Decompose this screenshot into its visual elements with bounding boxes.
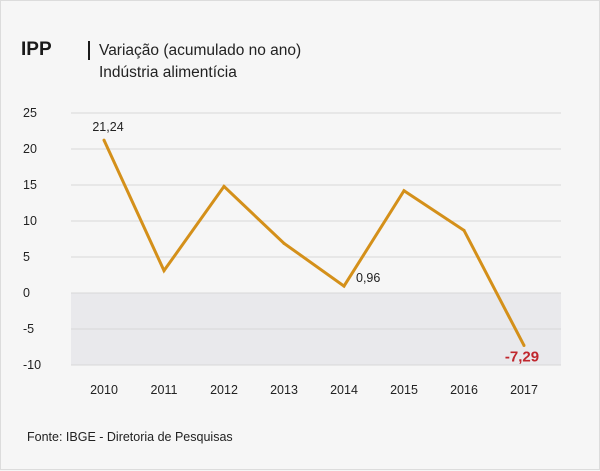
series-line-ipp <box>102 139 526 347</box>
y-tick-label: 5 <box>23 250 30 264</box>
data-point <box>402 189 406 193</box>
subtitle-line-1: Variação (acumulado no ano) <box>99 42 302 59</box>
y-tick-label: -10 <box>23 358 41 372</box>
y-tick-label: 25 <box>23 106 37 120</box>
data-label: 21,24 <box>92 120 123 134</box>
x-tick-label: 2012 <box>210 383 238 397</box>
y-tick-label: -5 <box>23 322 34 336</box>
chart-subtitle: Variação (acumulado no ano) Indústria al… <box>99 40 301 84</box>
x-tick-label: 2014 <box>330 383 358 397</box>
y-tick-label: 20 <box>23 142 37 156</box>
y-tick-label: 15 <box>23 178 37 192</box>
y-tick-label: 10 <box>23 214 37 228</box>
y-tick-label: 0 <box>23 286 30 300</box>
x-tick-label: 2015 <box>390 383 418 397</box>
chart-brand: IPP <box>21 39 52 60</box>
x-tick-label: 2011 <box>151 383 178 397</box>
x-tick-label: 2010 <box>90 383 118 397</box>
source-note: Fonte: IBGE - Diretoria de Pesquisas <box>27 430 233 444</box>
data-point <box>342 284 346 288</box>
data-point <box>462 228 466 232</box>
x-tick-label: 2016 <box>450 383 478 397</box>
data-point <box>222 184 226 188</box>
data-label: -7,29 <box>505 348 539 365</box>
subtitle-line-2: Indústria alimentícia <box>99 64 237 81</box>
x-tick-label: 2017 <box>510 383 538 397</box>
data-point <box>282 241 286 245</box>
data-label: 0,96 <box>356 271 380 285</box>
header-divider <box>88 41 90 60</box>
x-tick-label: 2013 <box>270 383 298 397</box>
data-point <box>522 343 526 347</box>
data-point <box>102 138 106 142</box>
data-point <box>162 269 166 273</box>
